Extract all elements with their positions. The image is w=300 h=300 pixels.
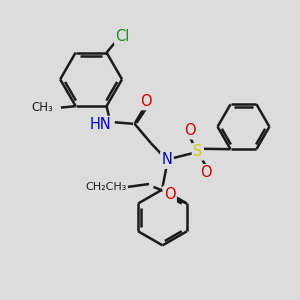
Text: O: O [140, 94, 152, 109]
Text: O: O [164, 187, 176, 202]
Text: O: O [184, 123, 195, 138]
Text: O: O [200, 165, 212, 180]
Text: S: S [193, 144, 203, 159]
Text: Cl: Cl [116, 29, 130, 44]
Text: N: N [161, 152, 172, 167]
Text: CH₂CH₃: CH₂CH₃ [85, 182, 126, 192]
Text: CH₃: CH₃ [32, 101, 54, 114]
Text: HN: HN [89, 117, 111, 132]
